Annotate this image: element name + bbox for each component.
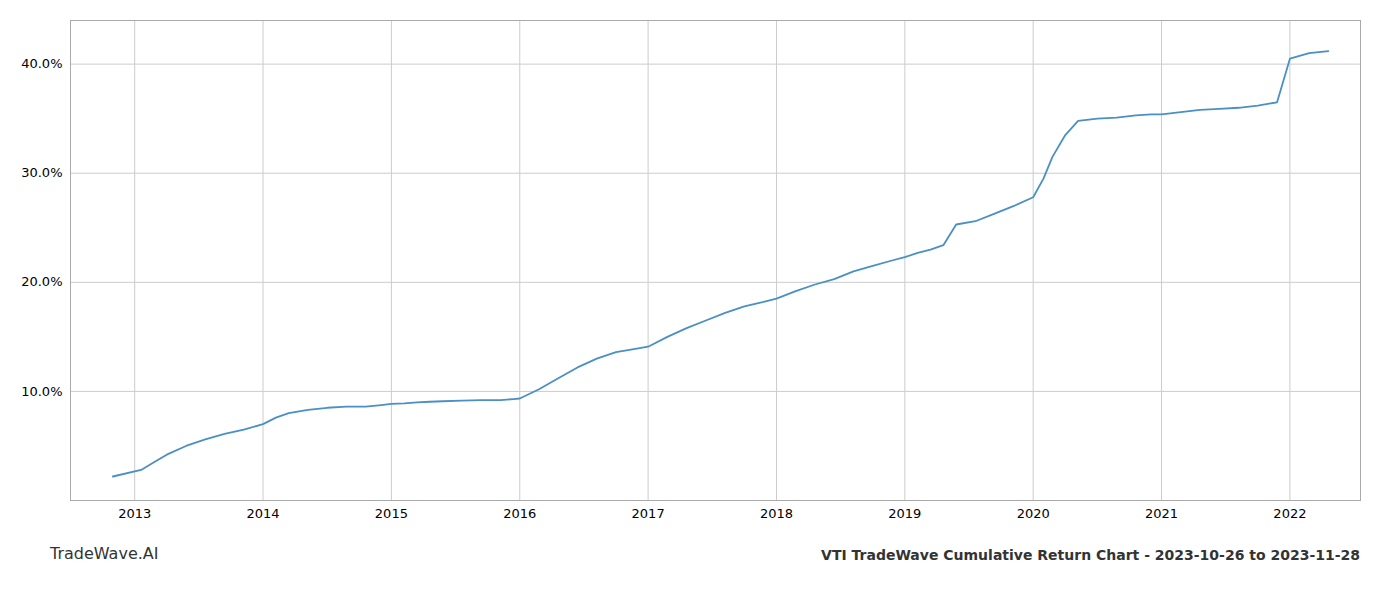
svg-text:2020: 2020 [1017,506,1050,521]
svg-text:2013: 2013 [118,506,151,521]
svg-text:10.0%: 10.0% [21,384,62,399]
svg-text:2021: 2021 [1145,506,1178,521]
html-text:VTI TradeWave Cumulative Retur: VTI TradeWave Cumulative Return Chart - … [821,547,1360,563]
svg-text:40.0%: 40.0% [21,56,62,71]
svg-text:2014: 2014 [246,506,279,521]
svg-text:2018: 2018 [760,506,793,521]
svg-text:2015: 2015 [375,506,408,521]
html-text:TradeWave.AI: TradeWave.AI [50,544,159,563]
svg-text:2022: 2022 [1273,506,1306,521]
svg-text:2019: 2019 [888,506,921,521]
svg-text:2017: 2017 [632,506,665,521]
svg-text:20.0%: 20.0% [21,274,62,289]
svg-text:2016: 2016 [503,506,536,521]
svg-text:30.0%: 30.0% [21,165,62,180]
